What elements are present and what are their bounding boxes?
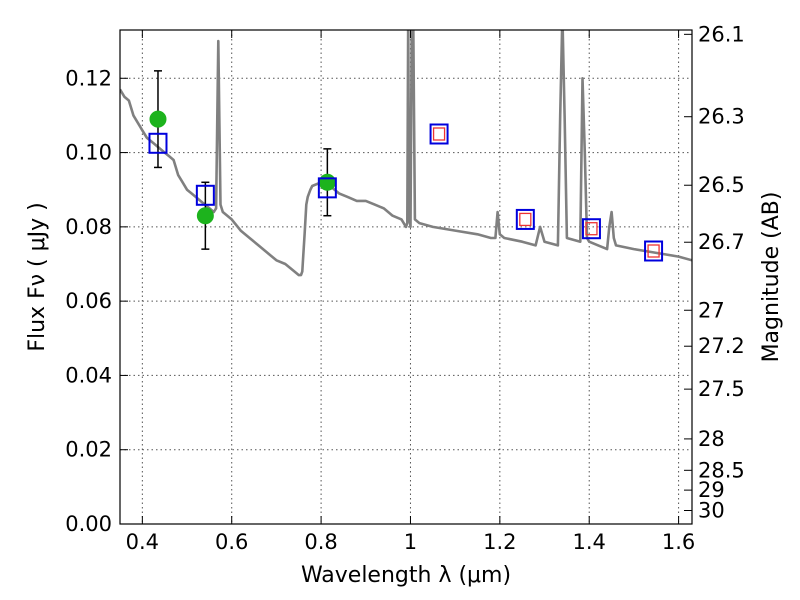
observed-point [149, 110, 167, 128]
mag-tick-label: 28.5 [698, 458, 745, 482]
predicted-phot-square [585, 222, 598, 236]
mag-tick-label: 26.3 [698, 105, 745, 129]
y-tick-label: 0.04 [65, 363, 112, 387]
x-tick-label: 0.4 [126, 530, 159, 554]
model-phot-square [581, 218, 601, 240]
y-tick-label: 0.12 [65, 66, 112, 90]
mag-tick-label: 29 [698, 478, 725, 502]
mag-tick-label: 27.5 [698, 377, 745, 401]
y-tick-label: 0.00 [65, 512, 112, 536]
plot-frame [119, 29, 693, 525]
y2-axis-label: Magnitude (AB) [759, 192, 784, 363]
mag-tick-label: 26.1 [698, 22, 745, 46]
mag-tick-label: 27 [698, 298, 725, 322]
y-tick-label: 0.10 [65, 141, 112, 165]
model-phot-square [644, 240, 664, 262]
axis-ticks: 0.4 0.6 0.8 1 1.2 1.4 1.6 0.00 0.02 0.04 0.06 0.08 0… [65, 22, 745, 554]
model-phot-square [317, 177, 337, 199]
x-tick-label: 0.6 [215, 530, 248, 554]
predicted-phot-square [647, 244, 660, 258]
x-axis-label: Wavelength λ (μm) [301, 563, 511, 588]
x-tick-label: 1.4 [573, 530, 606, 554]
model-phot-square [195, 184, 215, 206]
y-tick-label: 0.08 [65, 215, 112, 239]
predicted-phot-square [519, 212, 532, 227]
y-tick-label: 0.06 [65, 289, 112, 313]
model-phot-square [148, 132, 168, 154]
mag-tick-label: 26.7 [698, 230, 745, 254]
mag-tick-label: 30 [698, 499, 725, 523]
photometry-layer [148, 70, 664, 262]
model-phot-square [429, 123, 449, 145]
observed-point [318, 173, 336, 191]
predicted-phot-square [432, 127, 446, 141]
mag-tick-label: 27.2 [698, 334, 745, 358]
model-sed-layer [120, 30, 692, 277]
x-tick-label: 0.8 [304, 530, 337, 554]
mag-tick-label: 28 [698, 427, 725, 451]
y-tick-label: 0.02 [65, 438, 112, 462]
model-sed-line [120, 30, 692, 277]
x-tick-label: 1.2 [483, 530, 516, 554]
x-tick-label: 1 [404, 530, 417, 554]
model-phot-square [515, 208, 535, 230]
grid-lines [120, 30, 692, 525]
y-axis-label: Flux Fν ( μJy ) [25, 202, 50, 351]
x-tick-label: 1.6 [662, 530, 695, 554]
mag-tick-label: 26.5 [698, 173, 745, 197]
observed-point [196, 207, 214, 225]
